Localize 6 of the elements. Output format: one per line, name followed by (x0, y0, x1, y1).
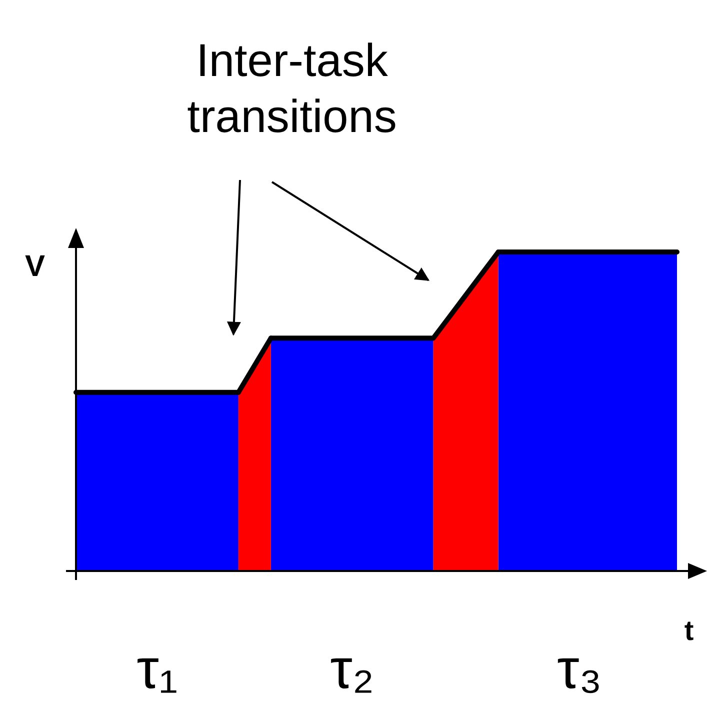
x-tick-label: τ₂ (330, 637, 374, 700)
y-axis-title: V (24, 250, 46, 283)
x-tick-label: τ₁ (136, 637, 178, 700)
text: Inter-task transitions (187, 34, 397, 142)
x-tick-label: τ₃ (557, 637, 602, 700)
x-axis-title: t (684, 615, 694, 646)
